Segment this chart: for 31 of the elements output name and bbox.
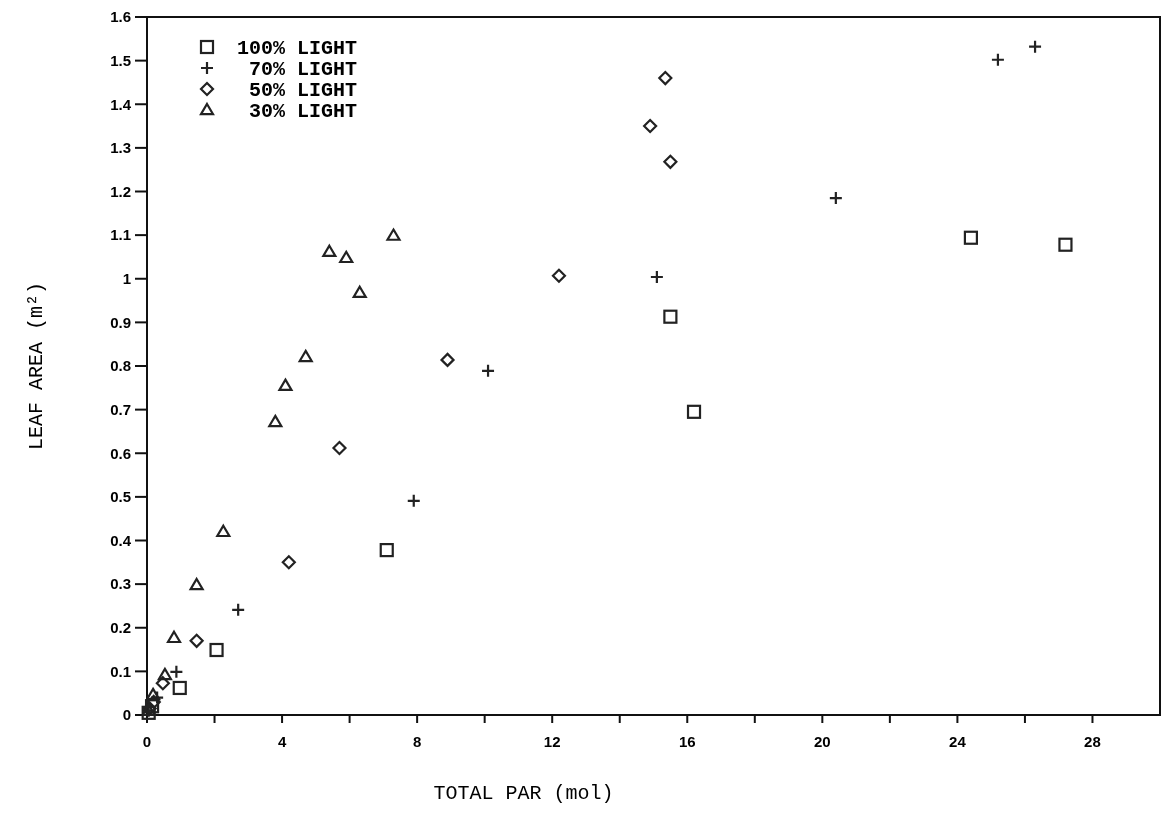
x-tick-label: 20 [813,733,831,750]
x-axis-title: TOTAL PAR (mol) [433,782,614,805]
y-tick-label: 0.1 [110,662,131,680]
y-tick-label: 1.2 [110,182,131,200]
y-tick-label: 0.5 [110,488,131,506]
x-tick-label: 0 [142,733,152,750]
legend-label: 100% LIGHT [236,37,357,60]
legend-label: 30% LIGHT [248,100,357,123]
y-tick-label: 1.4 [110,95,132,113]
y-tick-label: 1 [122,270,131,287]
x-tick-label: 8 [412,733,422,750]
y-tick-label: 0.3 [110,575,131,593]
y-tick-label: 0.7 [110,400,131,418]
x-tick-label: 16 [678,733,696,750]
y-tick-label: 1.3 [110,139,131,157]
y-tick-label: 0.9 [110,313,131,331]
y-axis-title: LEAF AREA (m²) [25,281,48,451]
x-tick-label: 28 [1084,733,1101,750]
y-tick-label: 1.1 [110,226,131,244]
x-tick-label: 12 [543,733,561,750]
y-tick-label: 0.6 [110,444,131,462]
y-tick-label: 1.5 [110,51,131,69]
y-tick-label: 0.2 [110,619,131,636]
x-tick-label: 4 [277,733,287,750]
legend-label: 70% LIGHT [248,58,357,81]
y-tick-label: 1.6 [110,8,131,26]
x-tick-label: 24 [949,733,967,750]
y-tick-label: 0 [122,706,131,724]
y-tick-label: 0.8 [110,357,131,375]
y-tick-label: 0.4 [110,531,132,549]
legend-label: 50% LIGHT [248,79,357,102]
